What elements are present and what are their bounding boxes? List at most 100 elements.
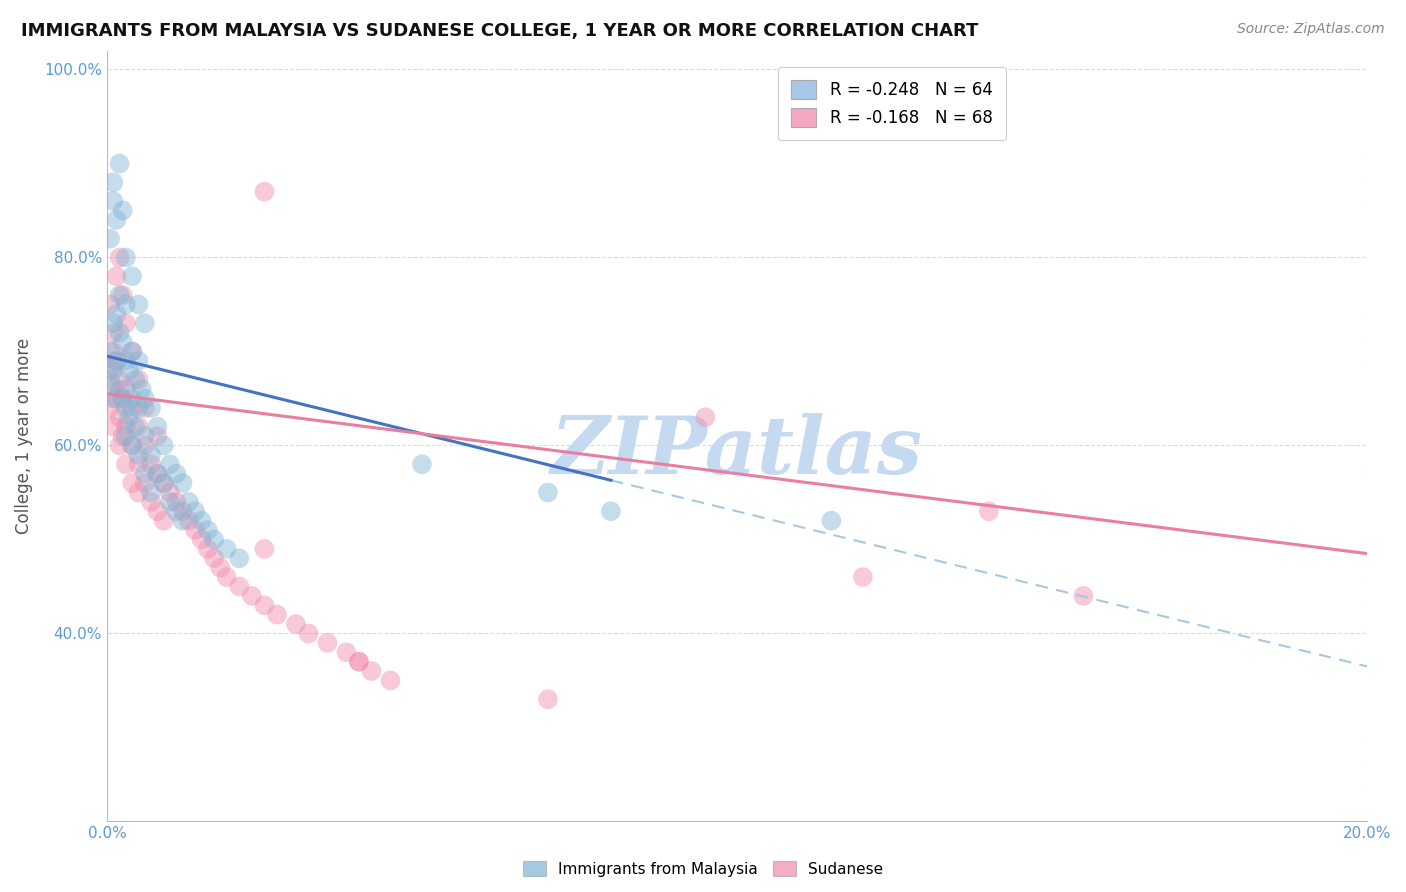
Point bbox=[105, 269, 128, 284]
Point bbox=[98, 344, 121, 359]
Legend: Immigrants from Malaysia, Sudanese: Immigrants from Malaysia, Sudanese bbox=[515, 853, 891, 884]
Point bbox=[115, 297, 138, 311]
Point bbox=[134, 429, 156, 443]
Point bbox=[146, 504, 169, 518]
Point bbox=[115, 401, 138, 415]
Point bbox=[118, 410, 141, 425]
Point bbox=[852, 570, 875, 584]
Point bbox=[1073, 589, 1095, 603]
Point bbox=[127, 419, 149, 434]
Text: ZIPatlas: ZIPatlas bbox=[551, 413, 922, 491]
Point bbox=[152, 514, 174, 528]
Point bbox=[103, 326, 125, 340]
Point bbox=[537, 485, 560, 500]
Point bbox=[121, 438, 143, 452]
Text: Source: ZipAtlas.com: Source: ZipAtlas.com bbox=[1237, 22, 1385, 37]
Point bbox=[177, 495, 200, 509]
Point bbox=[184, 523, 207, 537]
Point bbox=[115, 251, 138, 265]
Point bbox=[127, 457, 149, 471]
Point bbox=[108, 382, 131, 396]
Point bbox=[228, 579, 250, 593]
Point bbox=[103, 175, 125, 189]
Point bbox=[139, 457, 162, 471]
Point bbox=[121, 438, 143, 452]
Point bbox=[108, 251, 131, 265]
Point bbox=[121, 344, 143, 359]
Point bbox=[165, 504, 187, 518]
Point bbox=[103, 392, 125, 406]
Point bbox=[977, 504, 1000, 518]
Point bbox=[172, 476, 194, 491]
Y-axis label: College, 1 year or more: College, 1 year or more bbox=[15, 338, 32, 534]
Point bbox=[98, 363, 121, 377]
Point bbox=[115, 457, 138, 471]
Point bbox=[103, 344, 125, 359]
Point bbox=[411, 457, 433, 471]
Point bbox=[253, 599, 276, 613]
Point bbox=[820, 514, 842, 528]
Legend: R = -0.248   N = 64, R = -0.168   N = 68: R = -0.248 N = 64, R = -0.168 N = 68 bbox=[778, 67, 1005, 140]
Point bbox=[146, 467, 169, 481]
Point bbox=[98, 373, 121, 387]
Point bbox=[152, 476, 174, 491]
Point bbox=[105, 354, 128, 368]
Point bbox=[139, 485, 162, 500]
Point bbox=[98, 401, 121, 415]
Point bbox=[202, 551, 225, 566]
Point bbox=[184, 504, 207, 518]
Point bbox=[131, 382, 153, 396]
Point bbox=[197, 541, 219, 556]
Point bbox=[127, 448, 149, 462]
Point bbox=[139, 448, 162, 462]
Point bbox=[134, 316, 156, 330]
Point bbox=[115, 419, 138, 434]
Point bbox=[108, 410, 131, 425]
Point bbox=[105, 354, 128, 368]
Point bbox=[209, 560, 232, 574]
Point bbox=[695, 410, 717, 425]
Point bbox=[111, 288, 134, 302]
Point bbox=[139, 401, 162, 415]
Point bbox=[159, 495, 181, 509]
Point bbox=[115, 382, 138, 396]
Point bbox=[215, 541, 238, 556]
Point bbox=[165, 495, 187, 509]
Point bbox=[127, 401, 149, 415]
Point bbox=[124, 373, 146, 387]
Point bbox=[134, 392, 156, 406]
Point bbox=[297, 626, 319, 640]
Point bbox=[121, 269, 143, 284]
Point bbox=[197, 523, 219, 537]
Point bbox=[103, 194, 125, 208]
Point bbox=[103, 382, 125, 396]
Point bbox=[380, 673, 402, 688]
Point bbox=[360, 664, 382, 678]
Point bbox=[103, 363, 125, 377]
Point bbox=[177, 514, 200, 528]
Point bbox=[121, 401, 143, 415]
Point bbox=[134, 438, 156, 452]
Point bbox=[108, 373, 131, 387]
Text: IMMIGRANTS FROM MALAYSIA VS SUDANESE COLLEGE, 1 YEAR OR MORE CORRELATION CHART: IMMIGRANTS FROM MALAYSIA VS SUDANESE COL… bbox=[21, 22, 979, 40]
Point bbox=[108, 156, 131, 170]
Point bbox=[111, 203, 134, 218]
Point bbox=[111, 392, 134, 406]
Point bbox=[284, 617, 307, 632]
Point bbox=[316, 636, 339, 650]
Point bbox=[105, 392, 128, 406]
Point bbox=[190, 533, 212, 547]
Point bbox=[121, 392, 143, 406]
Point bbox=[165, 467, 187, 481]
Point bbox=[347, 655, 370, 669]
Point bbox=[152, 476, 174, 491]
Point bbox=[98, 297, 121, 311]
Point bbox=[111, 429, 134, 443]
Point bbox=[215, 570, 238, 584]
Point bbox=[108, 326, 131, 340]
Point bbox=[115, 354, 138, 368]
Point bbox=[335, 645, 357, 659]
Point bbox=[266, 607, 288, 622]
Point bbox=[115, 429, 138, 443]
Point bbox=[111, 334, 134, 349]
